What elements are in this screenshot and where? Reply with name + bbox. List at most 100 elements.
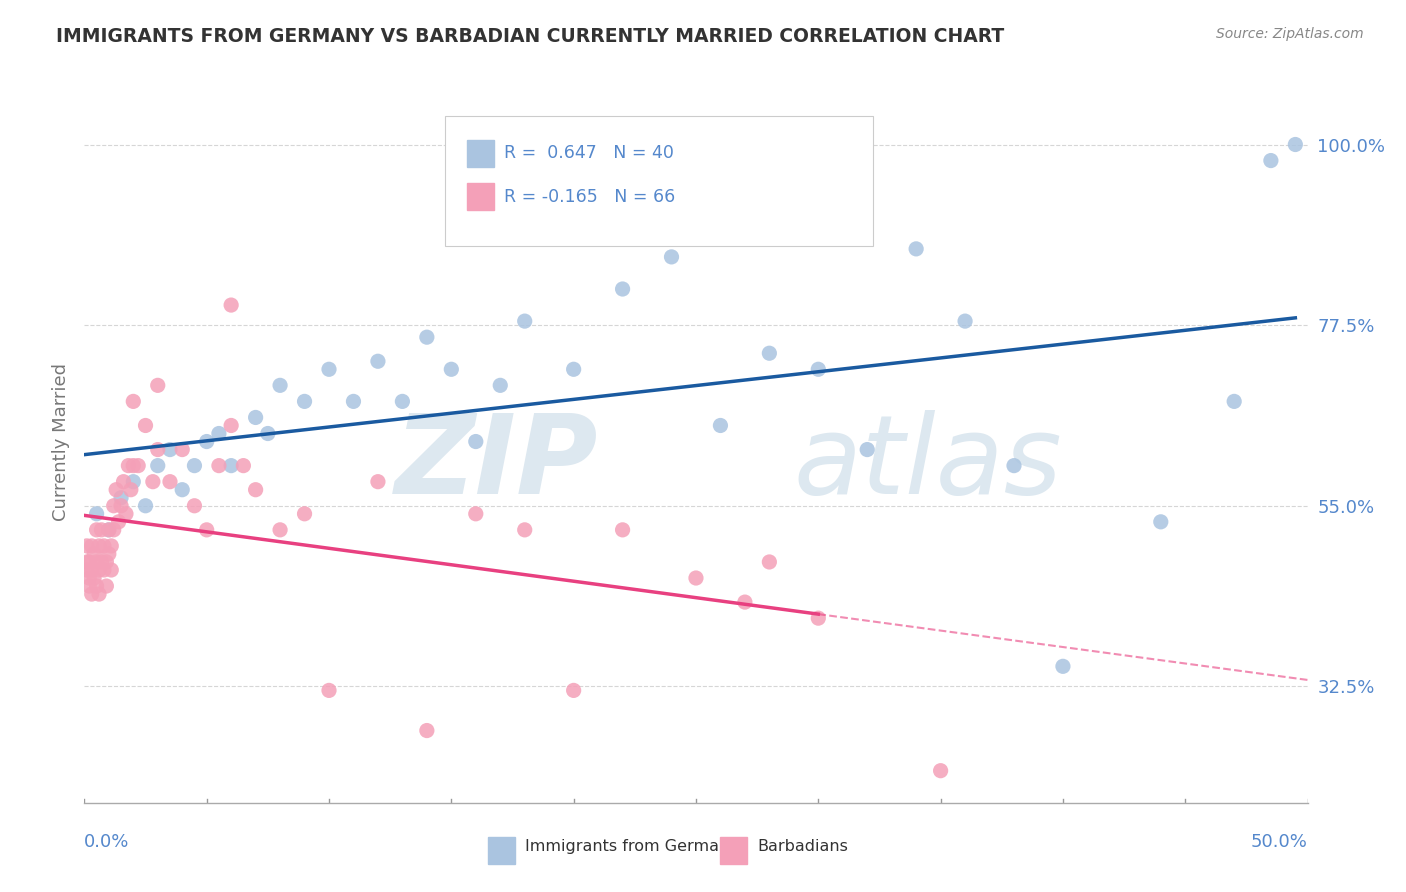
Bar	[467, 139, 494, 167]
Point	[97, 523, 120, 537]
Point	[122, 458, 145, 473]
Point	[142, 475, 165, 489]
Point	[758, 346, 780, 360]
Point	[103, 499, 125, 513]
Point	[107, 515, 129, 529]
Point	[110, 499, 132, 513]
Point	[97, 547, 120, 561]
Text: Immigrants from Germany: Immigrants from Germany	[524, 838, 738, 854]
Point	[953, 314, 976, 328]
Point	[245, 410, 267, 425]
Point	[612, 282, 634, 296]
Point	[103, 523, 125, 537]
Point	[661, 250, 683, 264]
Text: Source: ZipAtlas.com: Source: ZipAtlas.com	[1216, 27, 1364, 41]
Point	[183, 499, 205, 513]
Point	[195, 523, 218, 537]
Point	[269, 523, 291, 537]
Text: ZIP: ZIP	[395, 409, 598, 516]
Point	[83, 547, 105, 561]
Point	[269, 378, 291, 392]
Point	[489, 378, 512, 392]
Point	[120, 483, 142, 497]
Bar	[720, 837, 748, 864]
Point	[195, 434, 218, 449]
Point	[93, 563, 115, 577]
FancyBboxPatch shape	[446, 117, 873, 246]
Point	[1052, 659, 1074, 673]
Point	[127, 458, 149, 473]
Point	[1260, 153, 1282, 168]
Point	[86, 579, 108, 593]
Point	[122, 475, 145, 489]
Point	[929, 764, 952, 778]
Point	[115, 507, 138, 521]
Text: R =  0.647   N = 40: R = 0.647 N = 40	[503, 145, 673, 162]
Point	[905, 242, 928, 256]
Point	[758, 555, 780, 569]
Point	[83, 571, 105, 585]
Bar	[488, 837, 515, 864]
Point	[367, 354, 389, 368]
Point	[80, 587, 103, 601]
Point	[232, 458, 254, 473]
Point	[86, 555, 108, 569]
Point	[112, 475, 135, 489]
Point	[294, 507, 316, 521]
Point	[245, 483, 267, 497]
Point	[159, 475, 181, 489]
Point	[709, 418, 731, 433]
Point	[135, 418, 157, 433]
Point	[146, 458, 169, 473]
Point	[416, 723, 439, 738]
Point	[77, 555, 100, 569]
Text: IMMIGRANTS FROM GERMANY VS BARBADIAN CURRENTLY MARRIED CORRELATION CHART: IMMIGRANTS FROM GERMANY VS BARBADIAN CUR…	[56, 27, 1004, 45]
Text: 0.0%: 0.0%	[84, 833, 129, 851]
Point	[100, 539, 122, 553]
Point	[318, 362, 340, 376]
Point	[135, 499, 157, 513]
Point	[172, 442, 194, 457]
Point	[208, 458, 231, 473]
Y-axis label: Currently Married: Currently Married	[52, 362, 70, 521]
Point	[294, 394, 316, 409]
Point	[80, 563, 103, 577]
Point	[562, 362, 585, 376]
Point	[219, 298, 242, 312]
Point	[93, 539, 115, 553]
Point	[318, 683, 340, 698]
Point	[172, 483, 194, 497]
Point	[513, 523, 536, 537]
Point	[146, 442, 169, 457]
Point	[76, 555, 98, 569]
Point	[122, 394, 145, 409]
Point	[96, 555, 118, 569]
Point	[76, 563, 98, 577]
Point	[1223, 394, 1246, 409]
Point	[96, 579, 118, 593]
Point	[1002, 458, 1025, 473]
Point	[856, 442, 879, 457]
Point	[86, 523, 108, 537]
Point	[734, 595, 756, 609]
Point	[612, 523, 634, 537]
Bar	[467, 183, 494, 211]
Point	[219, 458, 242, 473]
Text: 50.0%: 50.0%	[1251, 833, 1308, 851]
Point	[257, 426, 280, 441]
Text: atlas: atlas	[794, 409, 1063, 516]
Text: Barbadians: Barbadians	[758, 838, 848, 854]
Point	[87, 587, 110, 601]
Point	[159, 442, 181, 457]
Point	[1284, 137, 1306, 152]
Point	[105, 483, 128, 497]
Point	[146, 378, 169, 392]
Point	[440, 362, 463, 376]
Point	[342, 394, 364, 409]
Point	[367, 475, 389, 489]
Point	[1150, 515, 1173, 529]
Point	[464, 507, 486, 521]
Point	[685, 571, 707, 585]
Point	[90, 555, 112, 569]
Point	[807, 611, 830, 625]
